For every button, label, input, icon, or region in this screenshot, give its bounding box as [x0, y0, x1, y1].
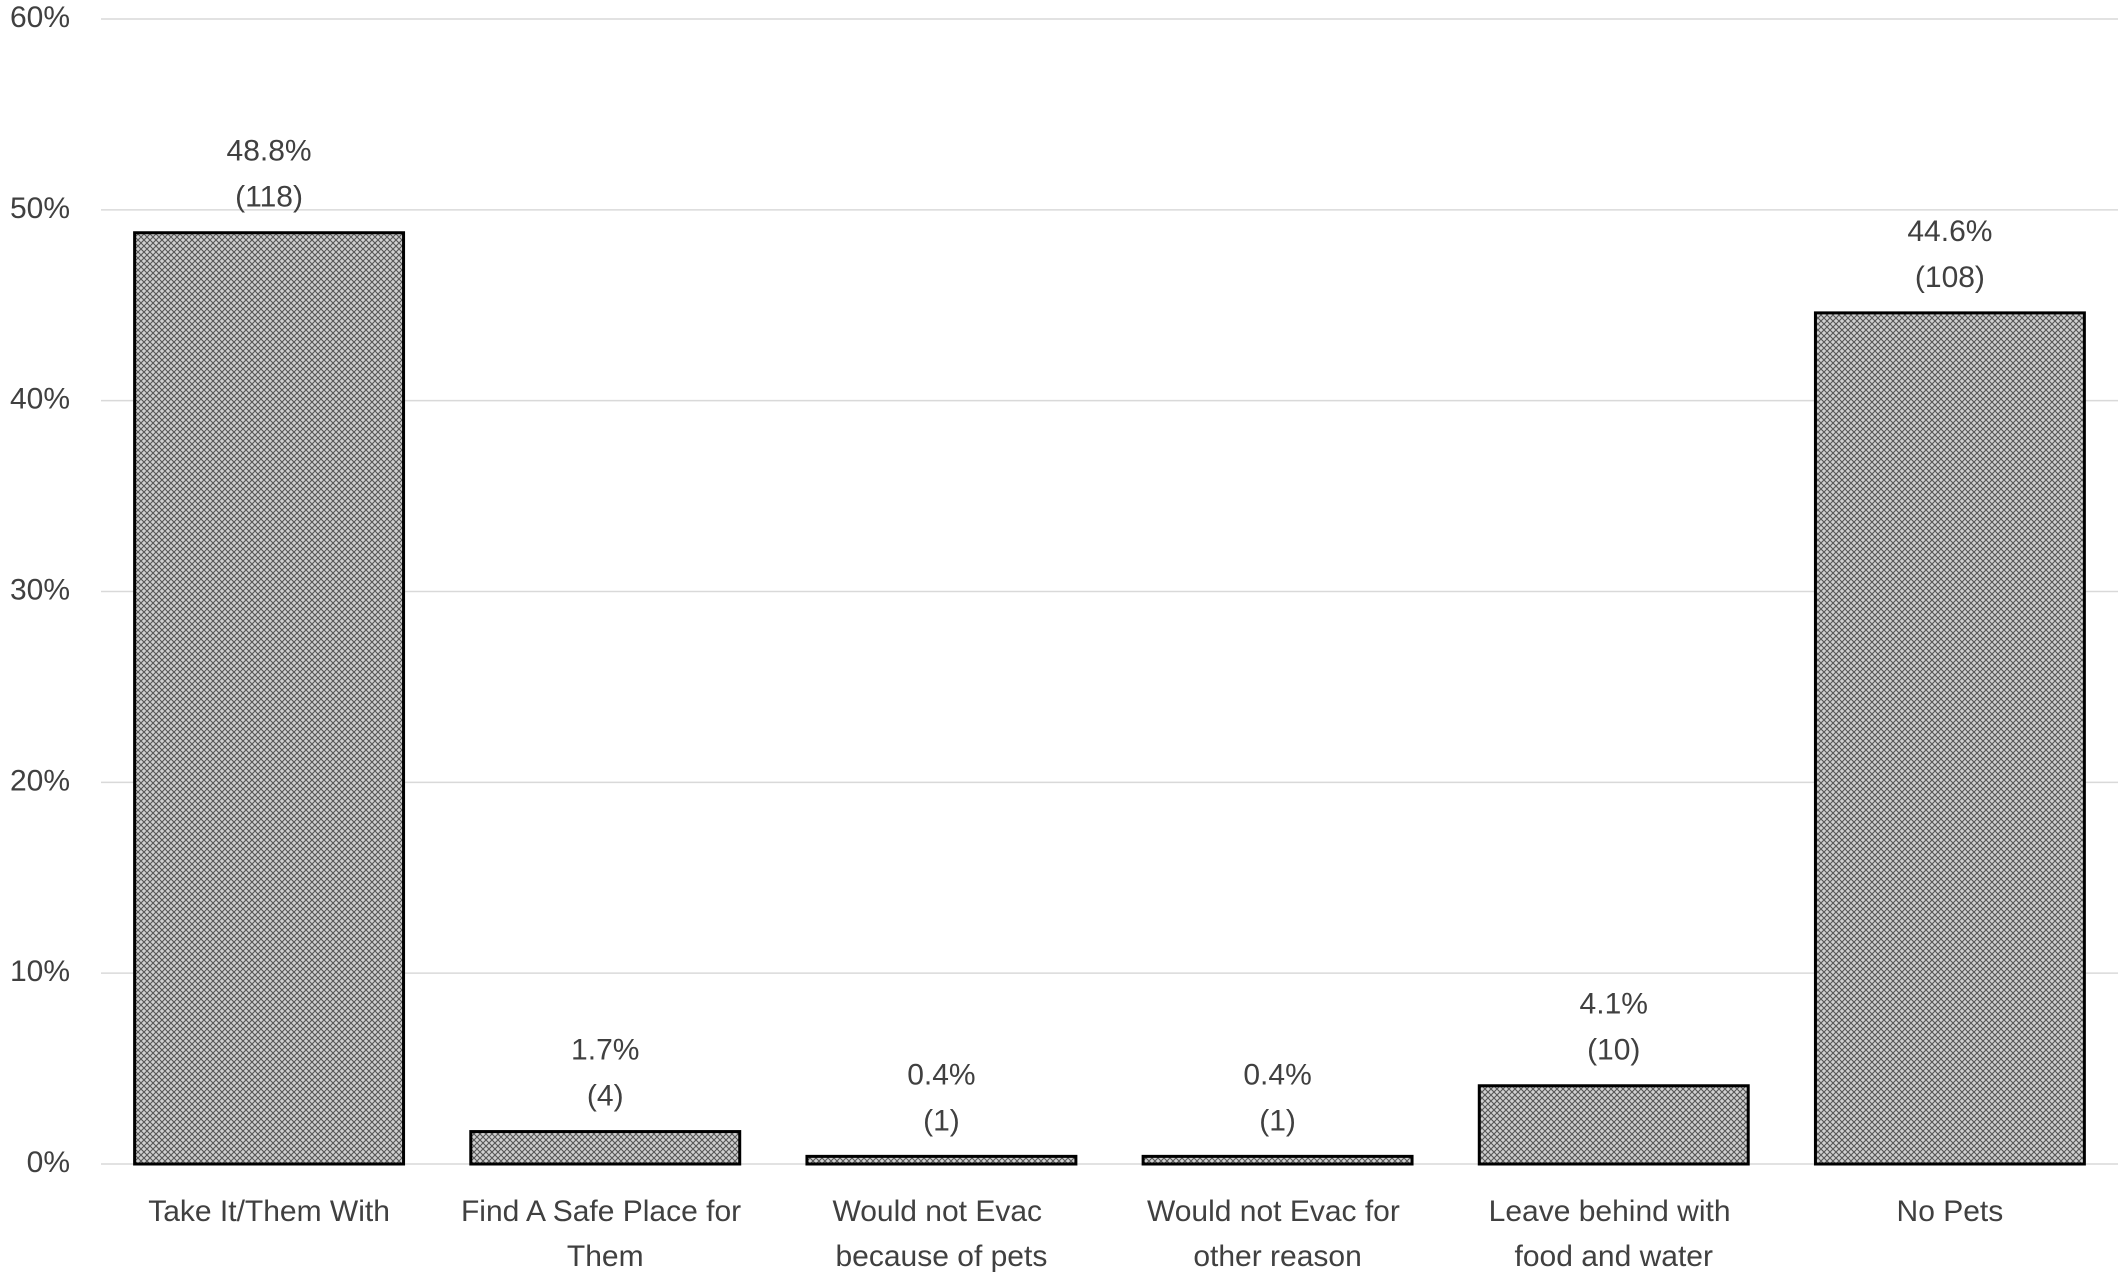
x-tick-label: No Pets [1897, 1195, 2004, 1228]
bar [133, 231, 406, 1166]
count-label: (4) [587, 1079, 624, 1112]
bar [469, 1130, 742, 1166]
count-label: (1) [1259, 1104, 1296, 1137]
y-tick-label: 20% [10, 764, 70, 797]
x-tick-label: Leave behind with food and water [1489, 1195, 1739, 1273]
y-tick-label: 10% [10, 955, 70, 988]
y-tick-label: 50% [10, 192, 70, 225]
y-tick-label: 0% [27, 1146, 70, 1179]
bar [1813, 311, 2086, 1166]
count-label: (118) [235, 181, 303, 214]
bar [1477, 1084, 1750, 1166]
value-label: 1.7% [571, 1033, 639, 1066]
count-label: (1) [923, 1104, 960, 1137]
value-label: 0.4% [907, 1058, 975, 1091]
value-label: 44.6% [1907, 215, 1992, 248]
x-tick-label: Would not Evac because of pets [832, 1195, 1050, 1273]
x-tick-label: Take It/Them With [148, 1195, 390, 1228]
value-label: 0.4% [1243, 1058, 1311, 1091]
bar [805, 1154, 1078, 1166]
value-label: 48.8% [227, 135, 312, 168]
count-label: (10) [1587, 1034, 1640, 1067]
y-tick-label: 60% [10, 1, 70, 34]
value-label: 4.1% [1580, 988, 1648, 1021]
y-tick-label: 40% [10, 383, 70, 416]
x-tick-label: Find A Safe Place for Them [461, 1195, 750, 1273]
y-tick-label: 30% [10, 573, 70, 606]
x-tick-label: Would not Evac for other reason [1147, 1195, 1408, 1273]
count-label: (108) [1915, 261, 1985, 294]
bar [1141, 1154, 1414, 1166]
